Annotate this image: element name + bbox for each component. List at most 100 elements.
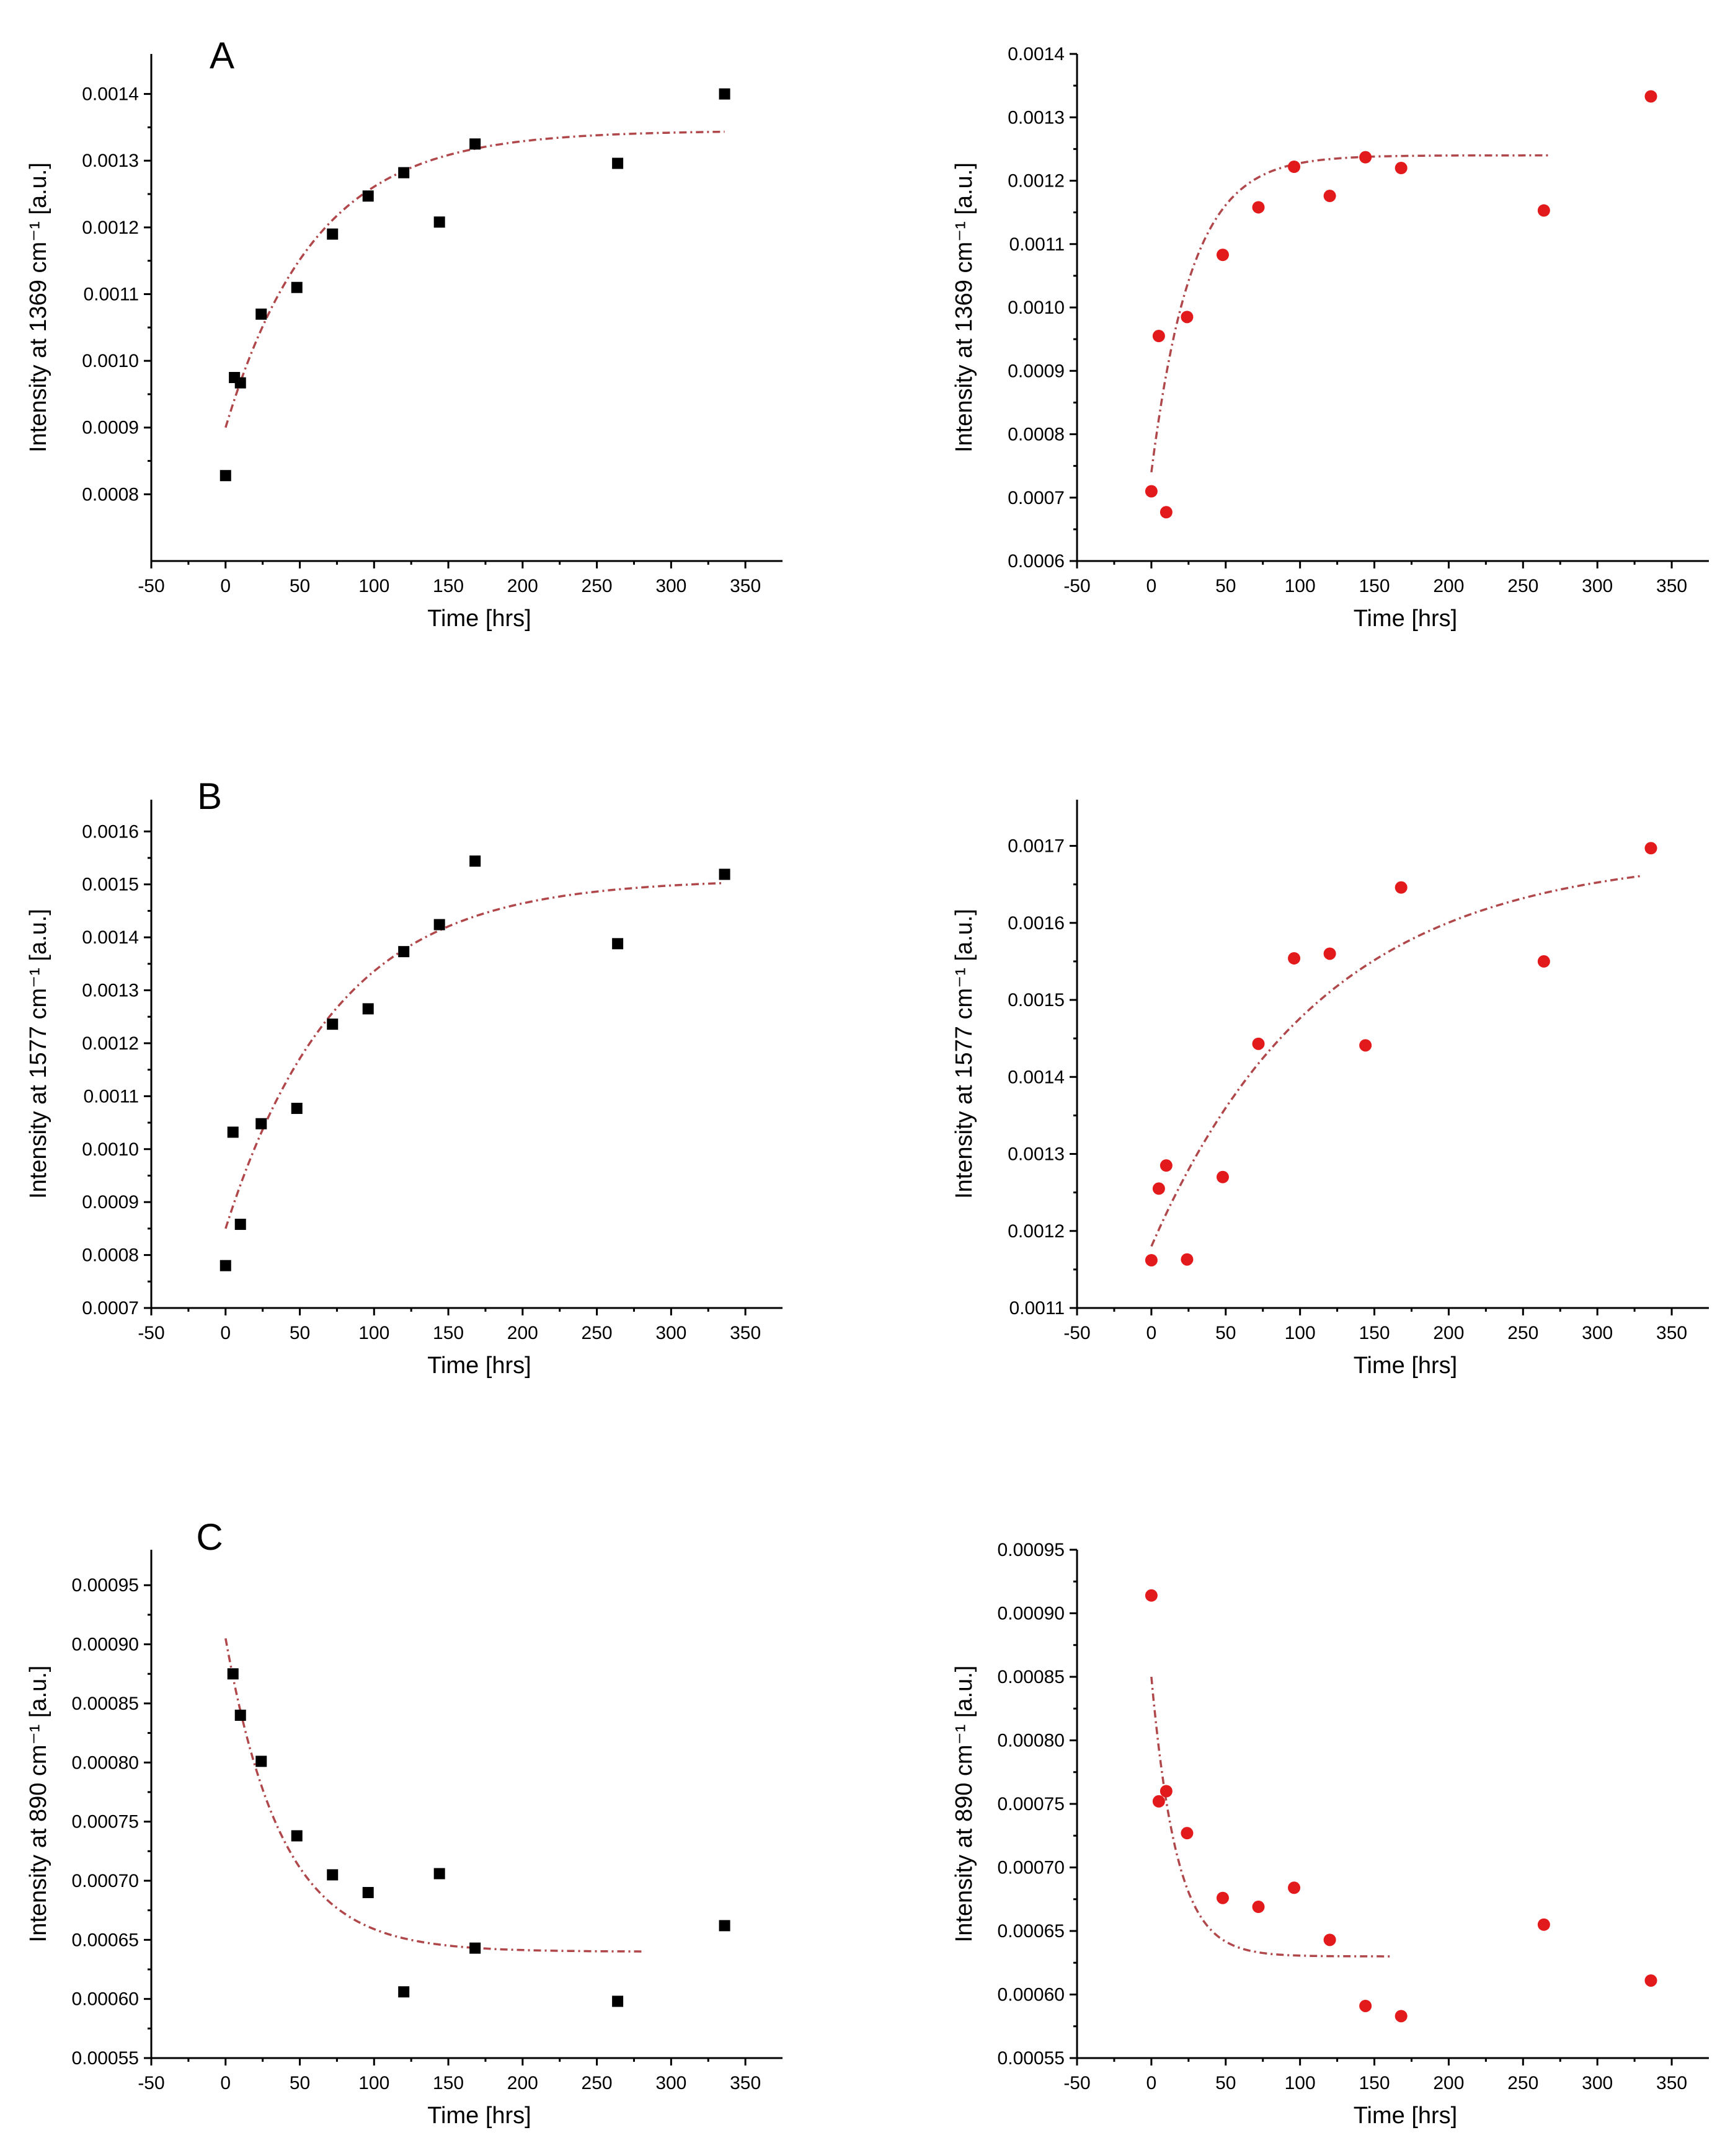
y-tick-label: 0.00095 — [998, 1540, 1065, 1560]
chart-panel-6: -50 0 50 100 150 200 250 300 350 0.00055 0.00060 0.… — [951, 1540, 1709, 2129]
data-point — [1359, 151, 1372, 164]
panel-letter: B — [197, 775, 222, 817]
fit-curve — [224, 1638, 642, 1953]
x-tick-label: 300 — [1582, 2073, 1613, 2093]
y-tick-label: 0.00085 — [72, 1694, 139, 1714]
data-point — [1181, 311, 1194, 324]
chart-panel-3: -50 0 50 100 150 200 250 300 350 0.0007 0.0008 0.00… — [25, 775, 783, 1379]
data-point — [469, 855, 481, 867]
data-point — [220, 1260, 231, 1271]
x-tick-label: 50 — [1215, 576, 1236, 596]
x-tick-label: 50 — [1215, 1323, 1236, 1343]
y-tick-label: 0.0009 — [82, 1192, 139, 1213]
data-point — [1537, 1918, 1550, 1931]
x-tick-label: 300 — [655, 2073, 686, 2093]
data-point — [327, 1018, 339, 1030]
data-point — [1160, 1785, 1173, 1798]
y-tick-label: 0.00090 — [998, 1604, 1065, 1624]
data-point — [1145, 1253, 1158, 1266]
x-tick-label: 200 — [507, 576, 538, 596]
x-tick-label: 150 — [1359, 2073, 1390, 2093]
x-axis-title: Time [hrs] — [427, 606, 531, 632]
x-tick-label: -50 — [138, 1323, 164, 1343]
x-tick-label: 250 — [582, 2073, 613, 2093]
y-tick-label: 0.00080 — [998, 1731, 1065, 1751]
y-tick-label: 0.0008 — [1008, 425, 1065, 445]
y-tick-label: 0.00065 — [998, 1921, 1065, 1942]
panel-letter: A — [210, 35, 234, 76]
x-tick-label: 0 — [1146, 1323, 1157, 1343]
data-point — [1537, 204, 1550, 217]
data-point — [1323, 1933, 1336, 1946]
x-tick-label: 150 — [1359, 1323, 1390, 1343]
x-tick-label: 250 — [582, 576, 613, 596]
y-tick-label: 0.0015 — [82, 875, 139, 895]
y-tick-label: 0.00095 — [72, 1575, 139, 1596]
data-point — [1216, 249, 1229, 262]
data-point — [1216, 1170, 1229, 1183]
x-tick-label: 100 — [358, 2073, 389, 2093]
x-axis-title: Time [hrs] — [427, 1353, 531, 1379]
data-point — [234, 377, 246, 389]
y-tick-label: 0.0013 — [82, 981, 139, 1001]
x-tick-label: 100 — [1285, 576, 1316, 596]
data-point — [1395, 2010, 1408, 2023]
data-point — [1288, 1881, 1301, 1894]
data-point — [1145, 485, 1158, 498]
data-point — [255, 1756, 267, 1767]
chart-panel-1: -50 0 50 100 150 200 250 300 350 0.0008 0.0009 0.00… — [25, 35, 783, 632]
data-point — [1181, 1253, 1194, 1266]
y-tick-label: 0.0012 — [82, 1033, 139, 1054]
y-tick-label: 0.0011 — [1009, 234, 1065, 255]
data-point — [1252, 201, 1265, 214]
data-point — [1359, 1039, 1372, 1052]
x-tick-label: 200 — [1433, 576, 1464, 596]
y-tick-label: 0.0008 — [82, 1245, 139, 1266]
x-tick-label: 0 — [220, 2073, 231, 2093]
data-point — [1160, 506, 1173, 519]
fit-curve — [1150, 1676, 1393, 1958]
x-tick-label: 200 — [1433, 2073, 1464, 2093]
x-tick-label: 350 — [1656, 1323, 1687, 1343]
y-tick-label: 0.0010 — [1008, 298, 1065, 318]
data-point — [227, 1668, 239, 1680]
y-tick-label: 0.0011 — [83, 1086, 139, 1107]
x-tick-label: 0 — [220, 1323, 231, 1343]
y-tick-label: 0.0010 — [82, 351, 139, 371]
data-point — [719, 1920, 730, 1932]
panel-letter: C — [196, 1516, 223, 1558]
x-tick-label: 250 — [1507, 1323, 1538, 1343]
x-tick-label: 350 — [1656, 2073, 1687, 2093]
x-tick-label: 50 — [1215, 2073, 1236, 2093]
data-point — [234, 1219, 246, 1230]
x-tick-label: 100 — [1285, 1323, 1316, 1343]
data-point — [1644, 842, 1657, 855]
x-tick-label: 150 — [433, 2073, 464, 2093]
data-point — [433, 1868, 445, 1880]
data-point — [1537, 955, 1550, 968]
data-point — [255, 308, 267, 320]
data-point — [1644, 90, 1657, 103]
y-tick-label: 0.0012 — [82, 218, 139, 238]
data-point — [1152, 1795, 1165, 1808]
data-point — [1145, 1589, 1158, 1602]
y-tick-label: 0.00075 — [72, 1812, 139, 1832]
data-point — [398, 167, 410, 179]
y-axis-title: Intensity at 890 cm⁻¹ [a.u.] — [951, 1666, 977, 1943]
data-point — [719, 88, 730, 100]
y-tick-label: 0.0008 — [82, 484, 139, 505]
x-tick-label: 200 — [507, 1323, 538, 1343]
data-point — [398, 1986, 410, 1998]
y-tick-label: 0.00060 — [998, 1985, 1065, 2005]
x-tick-label: 200 — [1433, 1323, 1464, 1343]
x-tick-label: 250 — [1507, 576, 1538, 596]
data-point — [220, 470, 231, 482]
data-point — [291, 1102, 303, 1114]
data-point — [612, 938, 624, 950]
data-point — [469, 1942, 481, 1954]
x-tick-label: 100 — [358, 576, 389, 596]
x-axis-title: Time [hrs] — [1354, 606, 1458, 632]
y-tick-label: 0.00065 — [72, 1930, 139, 1950]
y-tick-label: 0.00090 — [72, 1635, 139, 1655]
data-point — [433, 919, 445, 930]
